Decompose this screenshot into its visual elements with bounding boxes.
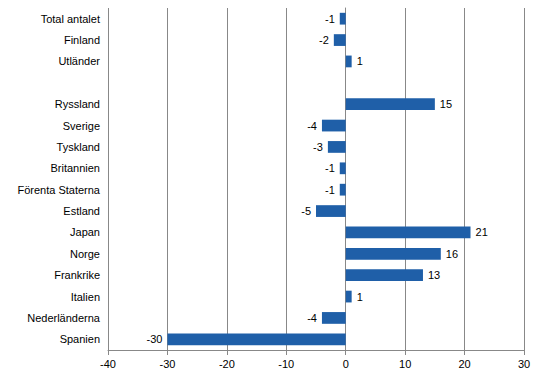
svg-text:Italien: Italien [71,291,100,303]
svg-text:21: 21 [476,226,488,238]
svg-text:Förenta Staterna: Förenta Staterna [17,184,100,196]
svg-text:Total antalet: Total antalet [41,13,100,25]
svg-text:Nederländerna: Nederländerna [27,312,101,324]
svg-text:-1: -1 [325,162,335,174]
svg-text:-30: -30 [147,333,163,345]
svg-text:-5: -5 [301,205,311,217]
svg-text:-3: -3 [313,141,323,153]
svg-text:16: 16 [446,248,458,260]
svg-text:10: 10 [399,358,411,370]
svg-text:Ryssland: Ryssland [55,98,100,110]
svg-text:Frankrike: Frankrike [54,269,100,281]
svg-text:-20: -20 [219,358,235,370]
svg-text:15: 15 [440,98,452,110]
svg-text:Britannien: Britannien [50,162,100,174]
svg-text:20: 20 [458,358,470,370]
svg-text:Norge: Norge [70,248,100,260]
svg-text:-30: -30 [159,358,175,370]
svg-text:-40: -40 [100,358,116,370]
svg-text:13: 13 [428,269,440,281]
svg-text:Sverige: Sverige [63,120,100,132]
svg-text:1: 1 [357,55,363,67]
svg-text:-4: -4 [307,312,317,324]
svg-text:-10: -10 [278,358,294,370]
svg-text:-1: -1 [325,13,335,25]
svg-text:-4: -4 [307,120,317,132]
svg-text:Utländer: Utländer [58,55,100,67]
svg-text:0: 0 [343,358,349,370]
svg-text:30: 30 [518,358,530,370]
svg-text:Finland: Finland [64,34,100,46]
svg-text:Tyskland: Tyskland [57,141,100,153]
svg-text:-1: -1 [325,184,335,196]
svg-text:Estland: Estland [63,205,100,217]
svg-text:Spanien: Spanien [60,333,100,345]
svg-text:1: 1 [357,291,363,303]
svg-text:-2: -2 [319,34,329,46]
svg-text:Japan: Japan [70,226,100,238]
